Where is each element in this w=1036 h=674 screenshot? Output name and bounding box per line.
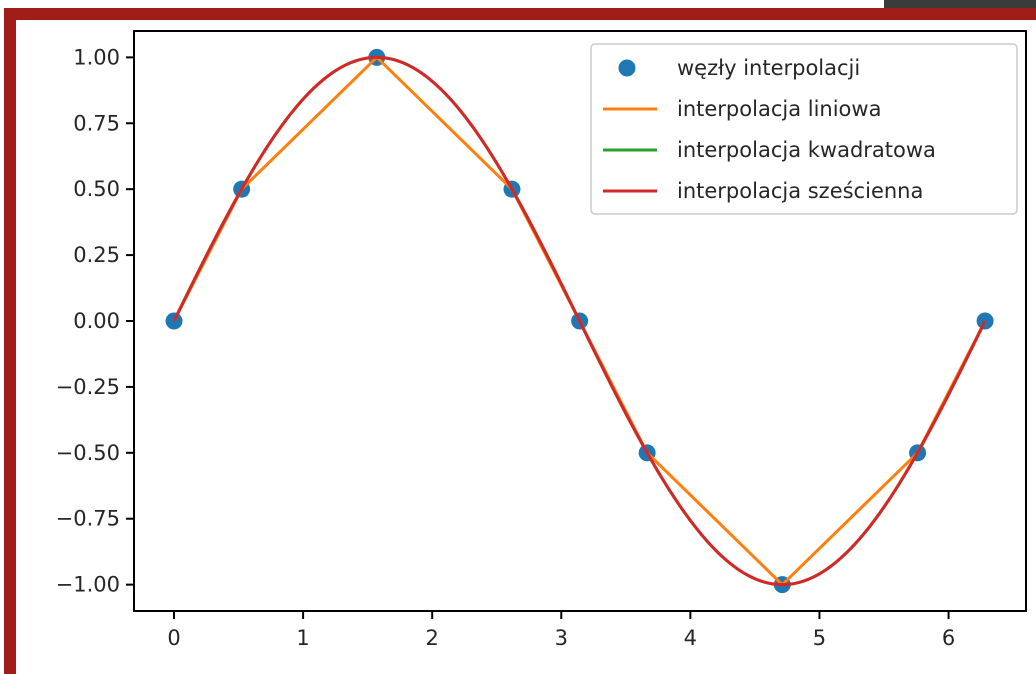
y-tick-label: −1.00 xyxy=(56,573,120,597)
y-tick-label: 0.00 xyxy=(73,309,120,333)
y-tick-label: 0.50 xyxy=(73,177,120,201)
y-tick-label: 0.75 xyxy=(73,111,120,135)
legend-label: interpolacja sześcienna xyxy=(677,179,923,203)
y-tick-label: 1.00 xyxy=(73,45,120,69)
x-tick-label: 1 xyxy=(296,626,309,650)
data-point xyxy=(165,312,183,330)
y-tick-label: 0.25 xyxy=(73,243,120,267)
x-tick-label: 6 xyxy=(942,626,955,650)
y-tick-label: −0.25 xyxy=(56,375,120,399)
legend-label: interpolacja kwadratowa xyxy=(677,138,936,162)
x-tick-label: 3 xyxy=(555,626,568,650)
x-tick-label: 0 xyxy=(167,626,180,650)
axes: 1.00 0.75 0.50 0.25 0.00 −0.25 −0.50 −0.75 −1.00… xyxy=(56,30,1027,650)
x-tick-label: 4 xyxy=(684,626,697,650)
legend-marker xyxy=(618,59,636,77)
x-tick-label: 5 xyxy=(813,626,826,650)
y-tick-label: −0.50 xyxy=(56,441,120,465)
y-tick-label: −0.75 xyxy=(56,507,120,531)
legend-box xyxy=(590,43,1018,215)
legend-label: interpolacja liniowa xyxy=(677,97,881,121)
legend-label: węzły interpolacji xyxy=(677,56,860,80)
series-line-3 xyxy=(172,55,987,587)
highlight-border xyxy=(4,8,1036,674)
legend: węzły interpolacji interpolacja liniowa in… xyxy=(590,43,1018,215)
x-tick-label: 2 xyxy=(426,626,439,650)
